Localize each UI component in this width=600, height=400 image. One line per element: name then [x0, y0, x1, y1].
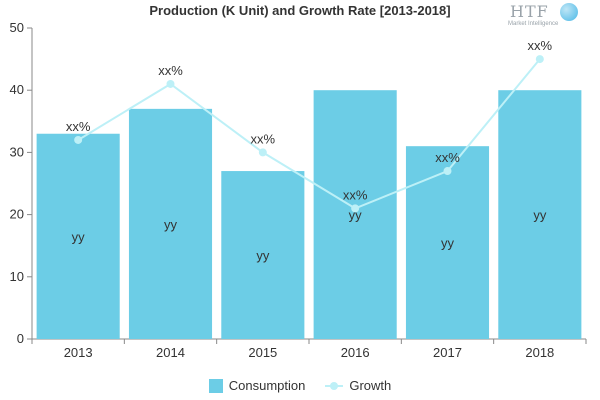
- growth-point-2018: [535, 55, 544, 64]
- growth-data-label: xx%: [528, 38, 553, 53]
- bar-consumption-2018: [498, 90, 582, 339]
- bar-data-label: yy: [164, 217, 178, 232]
- y-tick-label: 50: [10, 20, 24, 35]
- bar-data-label: yy: [256, 248, 270, 263]
- bar-data-label: yy: [441, 236, 455, 251]
- growth-data-label: xx%: [343, 187, 368, 202]
- bar-data-label: yy: [72, 229, 86, 244]
- bar-consumption-2017: [405, 146, 490, 339]
- x-tick-label: 2013: [64, 345, 93, 360]
- y-tick-label: 40: [10, 82, 24, 97]
- y-tick-label: 10: [10, 269, 24, 284]
- growth-data-label: xx%: [158, 63, 183, 78]
- legend-label-consumption: Consumption: [228, 378, 306, 393]
- chart-legend: Consumption Growth: [0, 378, 600, 393]
- x-tick-label: 2014: [156, 345, 185, 360]
- bar-consumption-2015: [221, 171, 305, 339]
- bar-data-label: yy: [349, 208, 363, 223]
- bar-consumption-2014: [128, 108, 213, 339]
- y-tick-label: 20: [10, 207, 24, 222]
- y-tick-label: 30: [10, 144, 24, 159]
- growth-data-label: xx%: [435, 150, 460, 165]
- growth-point-2016: [351, 204, 360, 213]
- y-tick-label: 0: [17, 331, 24, 346]
- growth-line: [77, 58, 541, 210]
- growth-point-2017: [443, 167, 452, 176]
- x-tick-label: 2015: [248, 345, 277, 360]
- bar-consumption-2016: [313, 90, 397, 339]
- growth-data-label: xx%: [251, 131, 276, 146]
- legend-item-consumption[interactable]: Consumption: [208, 378, 306, 393]
- growth-point-2014: [166, 79, 175, 88]
- bar-data-label: yy: [533, 208, 547, 223]
- logo-subtitle: Market Intelligence: [508, 21, 559, 27]
- growth-point-2013: [74, 135, 83, 144]
- chart-title: Production (K Unit) and Growth Rate [201…: [149, 3, 451, 18]
- growth-data-label: xx%: [66, 119, 91, 134]
- growth-point-2015: [258, 148, 267, 157]
- x-tick-label: 2018: [525, 345, 554, 360]
- globe-icon: [560, 3, 578, 21]
- legend-line-swatch: [325, 381, 344, 390]
- legend-bar-swatch: [208, 378, 223, 393]
- brand-logo: HTF Market Intelligence: [508, 2, 588, 34]
- bar-consumption-2013: [36, 133, 120, 339]
- logo-mark: HTF: [510, 2, 549, 21]
- legend-label-growth: Growth: [349, 378, 392, 393]
- x-tick-label: 2017: [433, 345, 462, 360]
- x-tick-label: 2016: [341, 345, 370, 360]
- legend-item-growth[interactable]: Growth: [325, 378, 391, 393]
